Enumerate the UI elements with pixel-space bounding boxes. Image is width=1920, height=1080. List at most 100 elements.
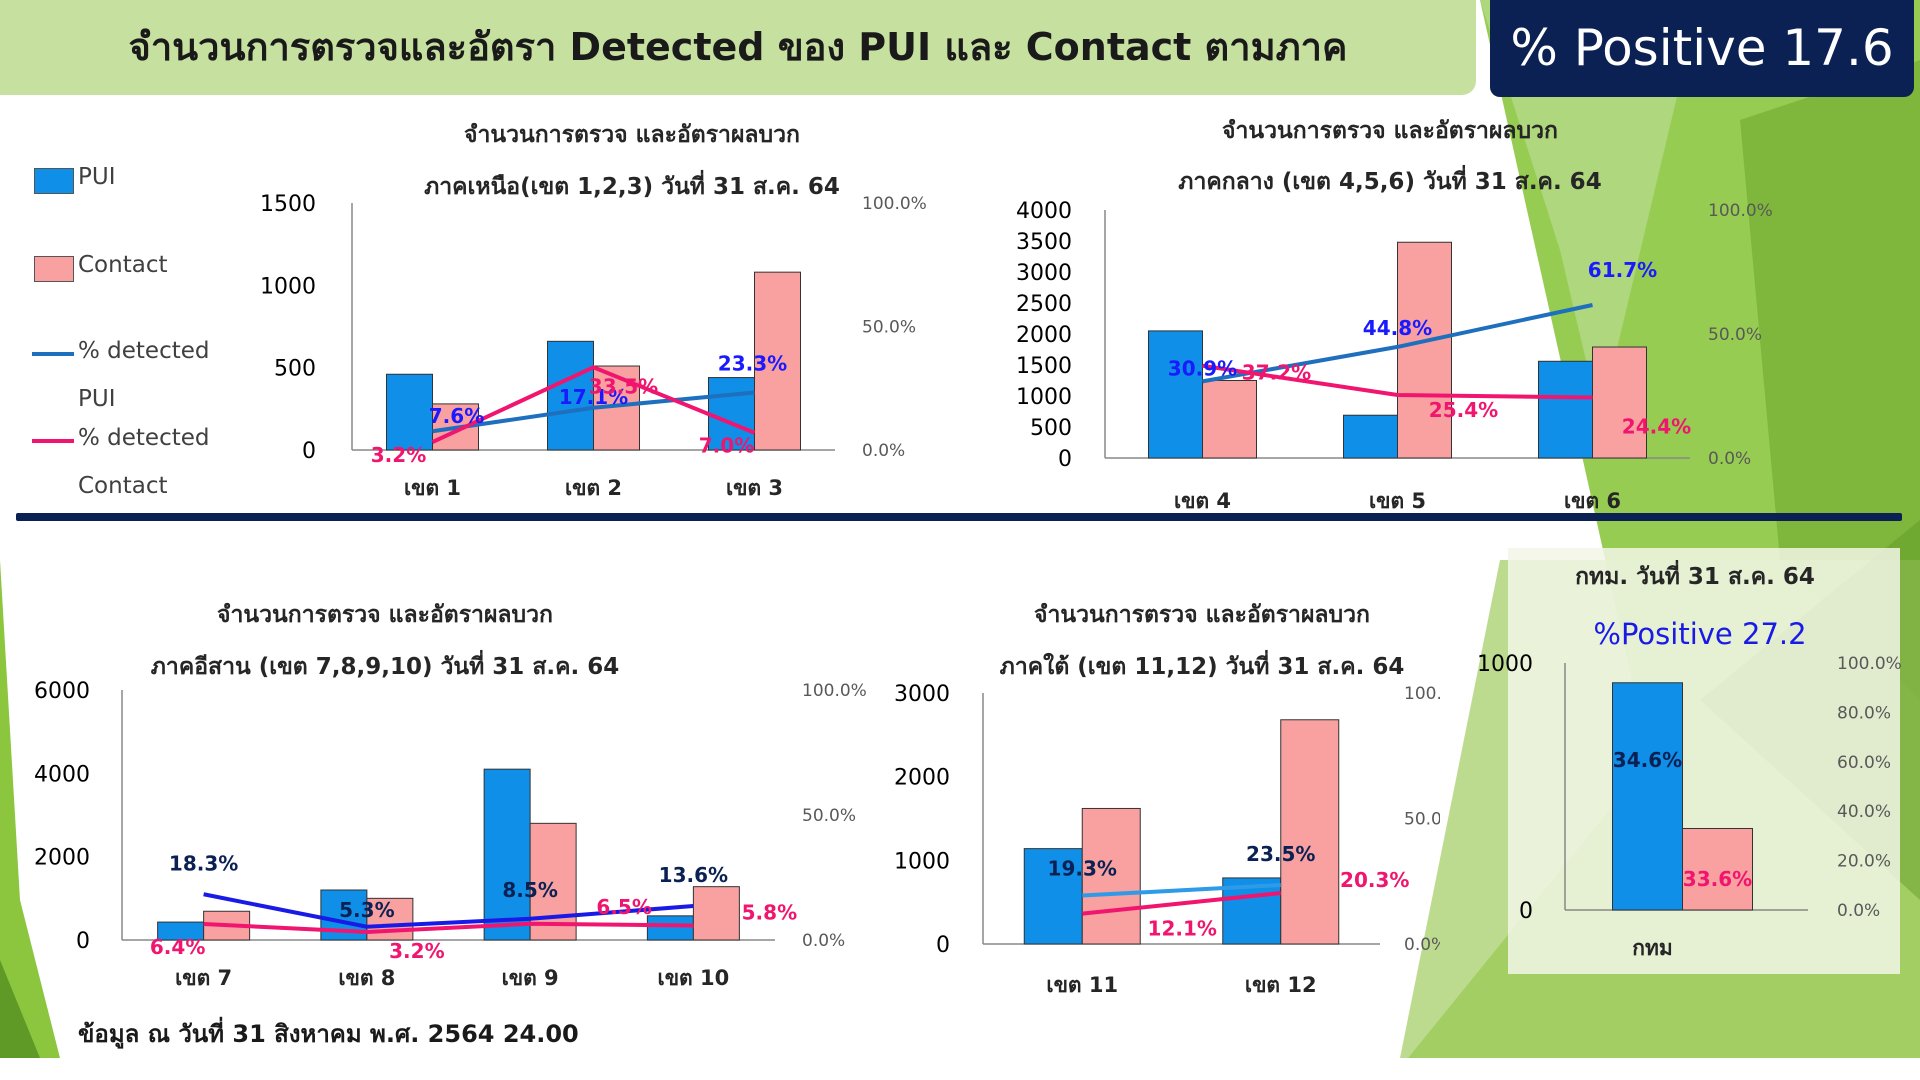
line-detected-contact: [1082, 891, 1281, 916]
y-tick-label: 1000: [1477, 652, 1533, 677]
y-tick-label: 0: [936, 933, 950, 958]
detected-pui-label: 5.3%: [339, 898, 394, 922]
chart-title-line1: กทม. วันที่ 31 ส.ค. 64: [1575, 560, 1815, 590]
legend-label-contact: Contact: [78, 252, 168, 278]
bar-contact: [1592, 346, 1647, 459]
y-tick-label: 500: [274, 357, 316, 382]
bar-pui: [1148, 330, 1203, 459]
y2-tick-label: 100.0%: [862, 194, 927, 214]
bar-pui-label: 34.6%: [1613, 748, 1682, 772]
line-detected-contact: [431, 365, 756, 444]
bar-pui: [386, 373, 433, 451]
detected-contact-label: 5.8%: [742, 901, 797, 925]
x-category-label: เขต 3: [726, 476, 783, 500]
detected-contact-label: 33.5%: [589, 374, 658, 398]
y-tick-label: 3500: [1016, 230, 1072, 255]
y2-tick-label: 100.0%: [1708, 201, 1773, 221]
y-tick-label: 2000: [34, 846, 90, 871]
y-tick-label: 1500: [260, 192, 316, 217]
x-category-label: เขต 12: [1245, 973, 1317, 997]
detected-contact-label: 3.2%: [389, 939, 444, 963]
chart-title-line1: จำนวนการตรวจ และอัตราผลบวก: [1222, 118, 1558, 144]
x-category-label: เขต 5: [1369, 489, 1426, 513]
y-tick-label: 0: [1519, 899, 1533, 924]
detected-pui-label: 23.3%: [718, 351, 787, 375]
bar-contact: [529, 822, 577, 941]
y-tick-label: 0: [302, 439, 316, 464]
legend-label-detected-pui: % detected: [78, 338, 210, 364]
x-category-label: เขต 1: [404, 476, 461, 500]
legend-swatch-contact: [34, 256, 74, 282]
line-detected-pui: [203, 892, 694, 929]
y-tick-label: 2000: [894, 766, 950, 791]
detected-contact-label: 12.1%: [1148, 917, 1217, 941]
y2-tick-label: 50.0%: [1708, 325, 1762, 345]
chart-title-line1: จำนวนการตรวจ และอัตราผลบวก: [217, 602, 553, 628]
detected-pui-label: 30.9%: [1168, 356, 1237, 380]
line-detected-pui: [1082, 883, 1281, 898]
legend-label-pui: PUI: [78, 164, 116, 190]
y2-tick-label: 20.0%: [1837, 852, 1891, 872]
detected-contact-label: 20.3%: [1340, 868, 1409, 892]
legend-label-detected-contact: % detected: [78, 425, 210, 451]
line-detected-contact: [203, 921, 694, 935]
detected-pui-label: 23.5%: [1246, 842, 1315, 866]
y2-tick-label: 80.0%: [1837, 703, 1891, 723]
x-category-label: กทม: [1632, 936, 1672, 960]
detected-contact-label: 3.2%: [371, 443, 426, 467]
y-tick-label: 1500: [1016, 354, 1072, 379]
y-tick-label: 1000: [260, 274, 316, 299]
detected-contact-label: 24.4%: [1622, 414, 1691, 438]
y-tick-label: 3000: [1016, 261, 1072, 286]
detected-contact-label: 6.4%: [150, 935, 205, 959]
line-detected-pui: [432, 390, 755, 434]
detected-contact-label: 6.5%: [596, 895, 651, 919]
y-tick-label: 4000: [34, 762, 90, 787]
legend-line-detected-pui: [32, 352, 74, 356]
bar-contact: [1081, 807, 1141, 945]
y-tick-label: 1000: [894, 849, 950, 874]
y2-tick-label: 50.0%: [1404, 810, 1440, 830]
bar-pui: [1612, 682, 1683, 911]
chart-title-line2: ภาคเหนือ(เขต 1,2,3) วันที่ 31 ส.ค. 64: [424, 169, 840, 200]
bar-pui: [1538, 360, 1593, 459]
detected-contact-label: 25.4%: [1429, 398, 1498, 422]
y2-tick-label: 0.0%: [1404, 935, 1440, 955]
y2-tick-label: 50.0%: [802, 806, 856, 826]
header-bar: [0, 0, 1476, 95]
detected-contact-label: 37.2%: [1242, 361, 1311, 385]
chart-title-line2: ภาคใต้ (เขต 11,12) วันที่ 31 ส.ค. 64: [1000, 649, 1405, 680]
y2-tick-label: 40.0%: [1837, 802, 1891, 822]
line-detected-contact: [1202, 363, 1593, 400]
detected-pui-label: 17.1%: [559, 385, 628, 409]
x-category-label: เขต 7: [175, 966, 232, 990]
bar-contact: [692, 886, 740, 941]
bangkok-chart: กทม. วันที่ 31 ส.ค. 64 %Positive 27.2 0 100…: [1477, 560, 1902, 960]
legend-label-detected-contact-2: Contact: [78, 473, 168, 499]
positive-rate-badge: % Positive 17.6: [1490, 0, 1914, 97]
detected-pui-label: 7.6%: [429, 404, 484, 428]
x-category-label: เขต 6: [1564, 489, 1621, 513]
bar-pui: [547, 340, 594, 451]
x-category-label: เขต 4: [1174, 489, 1231, 513]
chart-title-line1: จำนวนการตรวจ และอัตราผลบวก: [1034, 602, 1370, 628]
data-source-note: ข้อมูล ณ วันที่ 31 สิงหาคม พ.ศ. 2564 24.…: [78, 1020, 579, 1048]
y2-tick-label: 100.0%: [1404, 684, 1440, 704]
bar-contact: [1682, 827, 1753, 911]
y2-tick-label: 50.0%: [862, 318, 916, 338]
bar-pui: [1343, 414, 1398, 459]
bar-contact: [754, 271, 801, 451]
x-category-label: เขต 9: [502, 966, 559, 990]
y2-tick-label: 100.0%: [802, 681, 867, 701]
bar-contact: [1397, 241, 1452, 459]
y2-tick-label: 100.0%: [1837, 654, 1902, 674]
y-tick-label: 1000: [1016, 385, 1072, 410]
detected-pui-label: 13.6%: [659, 863, 728, 887]
bar-pui: [708, 377, 755, 451]
page-title: จำนวนการตรวจและอัตรา Detected ของ PUI แล…: [128, 25, 1348, 69]
chart-title-line2: ภาคกลาง (เขต 4,5,6) วันที่ 31 ส.ค. 64: [1178, 164, 1601, 195]
